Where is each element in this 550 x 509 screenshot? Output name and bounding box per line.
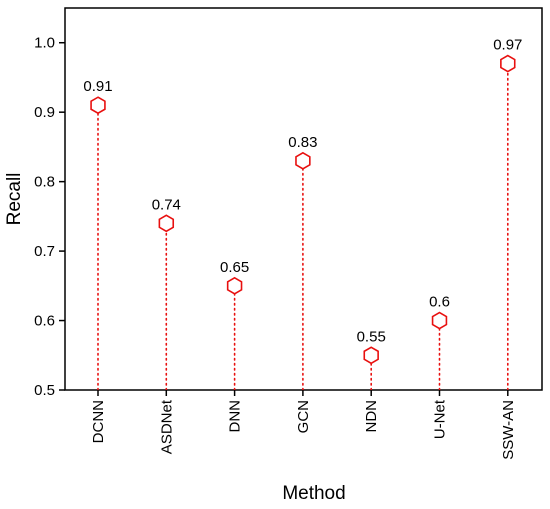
- hexagon-marker: [500, 54, 516, 73]
- data-label: 0.91: [83, 78, 112, 95]
- y-tick-label: 0.9: [34, 104, 55, 121]
- x-tick-label: DCNN: [90, 400, 107, 443]
- y-tick-label: 0.5: [34, 382, 55, 399]
- data-label: 0.97: [493, 37, 522, 54]
- data-label: 0.65: [220, 259, 249, 276]
- hexagon-marker: [90, 96, 106, 115]
- x-tick-label: ASDNet: [158, 399, 175, 454]
- x-tick-label: GCN: [295, 400, 312, 433]
- x-tick-label: DNN: [227, 400, 244, 433]
- hexagon-marker: [431, 311, 448, 330]
- hexagon-marker: [226, 276, 243, 295]
- data-labels: 0.91 0.74 0.65 0.83 0.55 0.6 0.97: [83, 37, 522, 346]
- x-axis-title: Method: [282, 483, 345, 504]
- data-label: 0.83: [288, 134, 317, 151]
- hexagon-marker: [295, 151, 311, 170]
- x-axis-ticks: DCNN ASDNet DNN GCN NDN U-Net SSW-AN: [90, 390, 517, 460]
- data-label: 0.74: [152, 196, 181, 213]
- hexagon-marker: [158, 214, 175, 233]
- y-axis-ticks: 0.5 0.6 0.7 0.8 0.9 1.0: [34, 35, 65, 399]
- data-label: 0.6: [429, 294, 450, 311]
- x-tick-label: SSW-AN: [500, 400, 517, 460]
- hexagon-marker: [363, 346, 379, 365]
- y-tick-label: 0.6: [34, 313, 55, 330]
- data-label: 0.55: [357, 328, 386, 345]
- y-tick-label: 0.7: [34, 243, 55, 260]
- y-axis-title: Recall: [4, 173, 25, 226]
- y-tick-label: 0.8: [34, 174, 55, 191]
- x-tick-label: U-Net: [432, 399, 449, 439]
- stem-lines: [97, 70, 509, 391]
- y-tick-label: 1.0: [34, 35, 55, 52]
- x-tick-label: NDN: [363, 400, 380, 433]
- data-markers: [90, 54, 516, 365]
